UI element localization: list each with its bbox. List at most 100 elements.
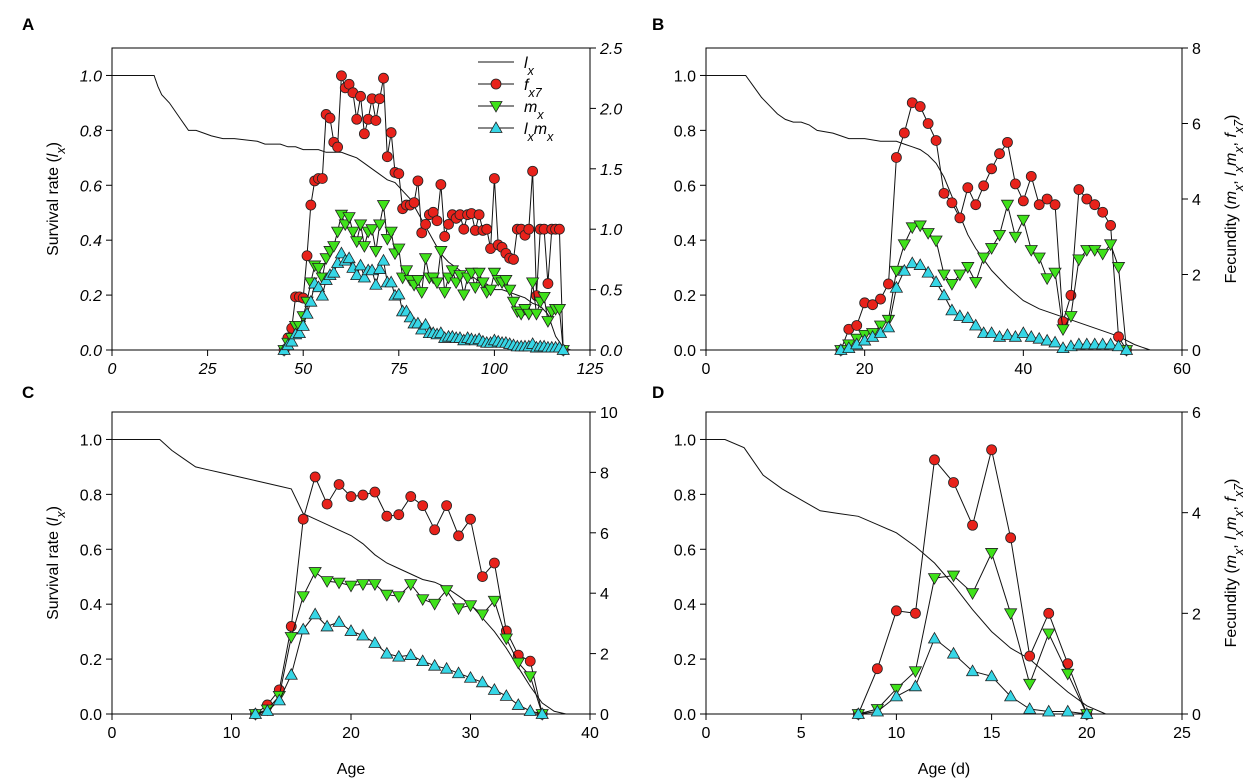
legend-marker-mx <box>489 101 503 113</box>
data-point-lxmx <box>392 287 406 300</box>
data-point-lxmx <box>945 303 959 316</box>
series-lx <box>112 75 572 351</box>
data-point-mx <box>457 289 471 302</box>
data-point-fx7 <box>465 513 476 525</box>
data-point-fx7 <box>914 101 926 112</box>
data-point-mx <box>503 284 517 297</box>
data-point-mx <box>476 277 490 290</box>
data-point-lxmx <box>921 265 935 278</box>
data-point-lxmx <box>369 277 383 290</box>
data-point-fx7 <box>1005 532 1017 544</box>
data-point-fx7 <box>954 212 966 224</box>
data-point-mx <box>965 588 980 601</box>
data-point-mx <box>365 224 379 237</box>
x-tick-label: 30 <box>462 725 480 742</box>
data-point-lxmx <box>1111 339 1126 352</box>
x-tick-label: 5 <box>797 725 806 742</box>
data-point-mx <box>937 269 951 282</box>
y-right-axis-title: Fecundity (mx, lxmx, fx7) <box>1223 115 1246 284</box>
data-point-lxmx <box>961 311 975 323</box>
data-point-fx7 <box>412 175 424 187</box>
data-point-mx <box>296 591 310 604</box>
data-point-fx7 <box>370 115 382 126</box>
data-point-lxmx <box>1042 704 1056 717</box>
data-point-fx7 <box>938 187 950 199</box>
data-point-lxmx <box>248 707 263 719</box>
y-right-tick-label: 10 <box>600 405 618 422</box>
x-tick-label: 125 <box>577 361 604 378</box>
data-point-fx7 <box>986 444 997 456</box>
data-point-mx <box>541 316 555 328</box>
data-point-lxmx <box>499 689 514 701</box>
y-left-tick-label: 0.2 <box>80 288 102 305</box>
data-point-mx <box>1061 668 1075 681</box>
y-right-tick-label: 4 <box>600 586 609 603</box>
data-point-lxmx <box>1022 702 1037 714</box>
data-point-lxmx <box>1080 707 1094 719</box>
data-point-fx7 <box>946 197 958 209</box>
series-line-lxmx <box>858 637 1087 715</box>
data-point-lxmx <box>1103 337 1118 350</box>
data-point-fx7 <box>408 197 420 209</box>
data-point-lxmx <box>353 258 368 271</box>
data-point-mx <box>487 267 502 280</box>
data-point-lxmx <box>946 646 961 659</box>
y-left-tick-label: 0.2 <box>80 652 102 669</box>
data-point-lxmx <box>1000 328 1015 340</box>
data-point-mx <box>372 219 387 232</box>
data-point-lxmx <box>356 628 370 641</box>
data-point-mx <box>1003 608 1018 621</box>
data-point-lxmx <box>1119 343 1134 355</box>
data-point-fx7 <box>332 141 344 153</box>
data-point-fx7 <box>358 128 370 140</box>
y-left-tick-label: 0.6 <box>80 178 102 195</box>
data-point-mx <box>368 579 382 591</box>
data-point-fx7 <box>1033 199 1045 211</box>
data-point-lxmx <box>285 334 299 347</box>
data-point-fx7 <box>994 148 1005 160</box>
data-point-mx <box>1042 628 1056 641</box>
data-point-mx <box>1064 311 1078 323</box>
data-point-lxmx <box>908 679 923 692</box>
data-point-fx7 <box>542 278 554 289</box>
data-point-mx <box>346 226 360 239</box>
data-point-mx <box>338 219 352 232</box>
data-point-lxmx <box>953 309 967 321</box>
y-left-tick-label: 0.6 <box>80 542 102 559</box>
data-point-fx7 <box>910 607 921 619</box>
x-tick-label: 25 <box>198 361 217 378</box>
data-point-fx7 <box>970 199 982 211</box>
data-point-mx <box>921 228 935 240</box>
series-lxmx <box>248 607 549 719</box>
data-point-lxmx <box>881 320 896 333</box>
data-point-mx <box>404 579 418 591</box>
x-tick-label: 20 <box>342 725 360 742</box>
plot-frame <box>705 47 1183 351</box>
data-point-mx <box>392 243 406 256</box>
y-left-tick-label: 0.2 <box>674 652 696 669</box>
data-point-mx <box>961 262 975 274</box>
x-tick-label: 25 <box>1173 725 1191 742</box>
data-point-mx <box>976 252 991 265</box>
data-point-fx7 <box>508 253 519 265</box>
data-point-mx <box>913 220 927 233</box>
data-point-lxmx <box>937 288 951 301</box>
y-left-tick-label: 1.0 <box>80 432 102 449</box>
data-point-lxmx <box>304 294 318 307</box>
series-fx7 <box>852 444 1093 720</box>
x-tick-label: 10 <box>223 725 241 742</box>
data-point-mx <box>483 284 498 297</box>
data-point-lxmx <box>284 667 298 680</box>
data-point-fx7 <box>405 491 417 502</box>
data-point-mx <box>342 212 356 224</box>
y-left-tick-label: 0.6 <box>674 178 696 195</box>
data-point-fx7 <box>523 223 535 235</box>
data-point-lxmx <box>487 683 502 695</box>
data-point-lxmx <box>372 262 387 274</box>
data-point-fx7 <box>883 278 894 290</box>
panel-c: C 0 10 20 30 40 0.0 0.2 0.4 0.6 0.8 1.0 0 2 4 6 8 10 Age Su… <box>22 383 618 778</box>
data-point-fx7 <box>357 489 369 501</box>
y-right-tick-label: 1.0 <box>600 222 622 239</box>
data-point-fx7 <box>477 571 488 582</box>
data-point-fx7 <box>929 454 940 466</box>
